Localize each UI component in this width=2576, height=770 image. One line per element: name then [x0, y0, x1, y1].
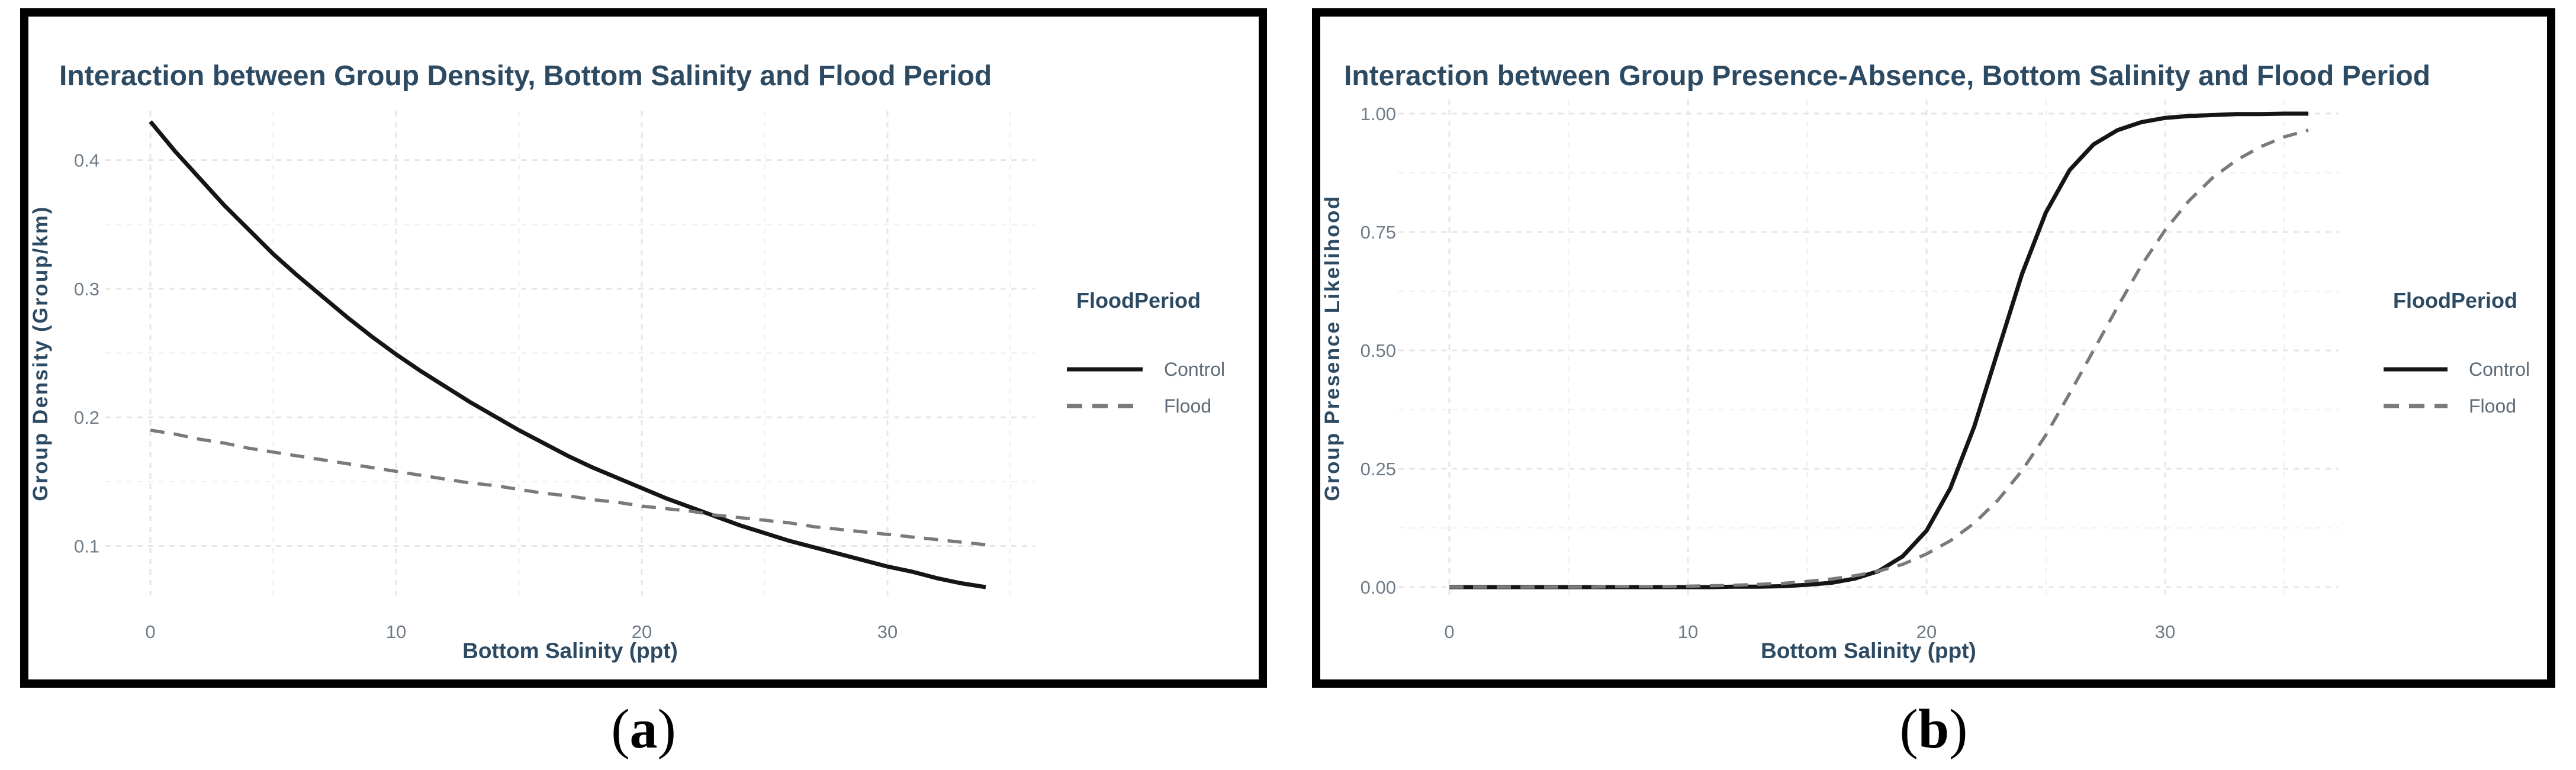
y-tick-label: 0.75: [1361, 222, 1396, 243]
y-tick-label: 1.00: [1361, 104, 1396, 124]
series-line-flood: [1449, 128, 2309, 589]
caption-a-open: (: [611, 698, 630, 760]
chart-title: Interaction between Group Density, Botto…: [59, 60, 992, 92]
legend-title: FloodPeriod: [1076, 288, 1201, 312]
caption-a: (a): [20, 697, 1267, 761]
x-tick-label: 0: [1444, 621, 1454, 642]
legend-label: Flood: [2469, 395, 2516, 417]
x-tick-label: 20: [1916, 621, 1937, 642]
x-tick-label: 30: [2155, 621, 2175, 642]
caption-a-close: ): [657, 698, 676, 760]
series-line-flood: [150, 429, 986, 547]
caption-a-letter: a: [629, 698, 658, 760]
y-tick-label: 0.25: [1361, 459, 1396, 479]
x-tick-label: 0: [145, 621, 155, 642]
legend-label: Flood: [1164, 395, 1211, 417]
legend-label: Control: [2469, 359, 2530, 380]
caption-b-letter: b: [1918, 698, 1950, 760]
y-tick-label: 0.4: [74, 150, 99, 171]
y-tick-label: 0.1: [74, 536, 99, 556]
x-axis-label: Bottom Salinity (ppt): [1761, 639, 1976, 663]
series-line-control: [149, 120, 986, 589]
legend-title: FloodPeriod: [2393, 288, 2517, 312]
y-axis-label: Group Presence Likelihood: [1321, 195, 1344, 501]
chart-a-svg: Interaction between Group Density, Botto…: [29, 60, 1225, 663]
chart-title: Interaction between Group Presence-Absen…: [1344, 60, 2430, 92]
x-tick-label: 10: [1678, 621, 1698, 642]
chart-panel-b: Interaction between Group Presence-Absen…: [1312, 8, 2555, 688]
chart-panel-a: Interaction between Group Density, Botto…: [20, 8, 1267, 688]
caption-b-open: (: [1899, 698, 1918, 760]
y-tick-label: 0.3: [74, 279, 99, 299]
x-tick-label: 20: [632, 621, 652, 642]
caption-b-close: ): [1949, 698, 1968, 760]
y-tick-label: 0.2: [74, 407, 99, 428]
legend-label: Control: [1164, 359, 1225, 380]
x-tick-label: 10: [386, 621, 406, 642]
chart-b-svg: Interaction between Group Presence-Absen…: [1321, 60, 2530, 663]
y-axis-label: Group Density (Group/km): [29, 205, 52, 501]
y-tick-label: 0.00: [1361, 577, 1396, 598]
caption-b: (b): [1312, 697, 2555, 761]
x-tick-label: 30: [877, 621, 898, 642]
x-axis-label: Bottom Salinity (ppt): [462, 639, 678, 663]
y-tick-label: 0.50: [1361, 340, 1396, 361]
